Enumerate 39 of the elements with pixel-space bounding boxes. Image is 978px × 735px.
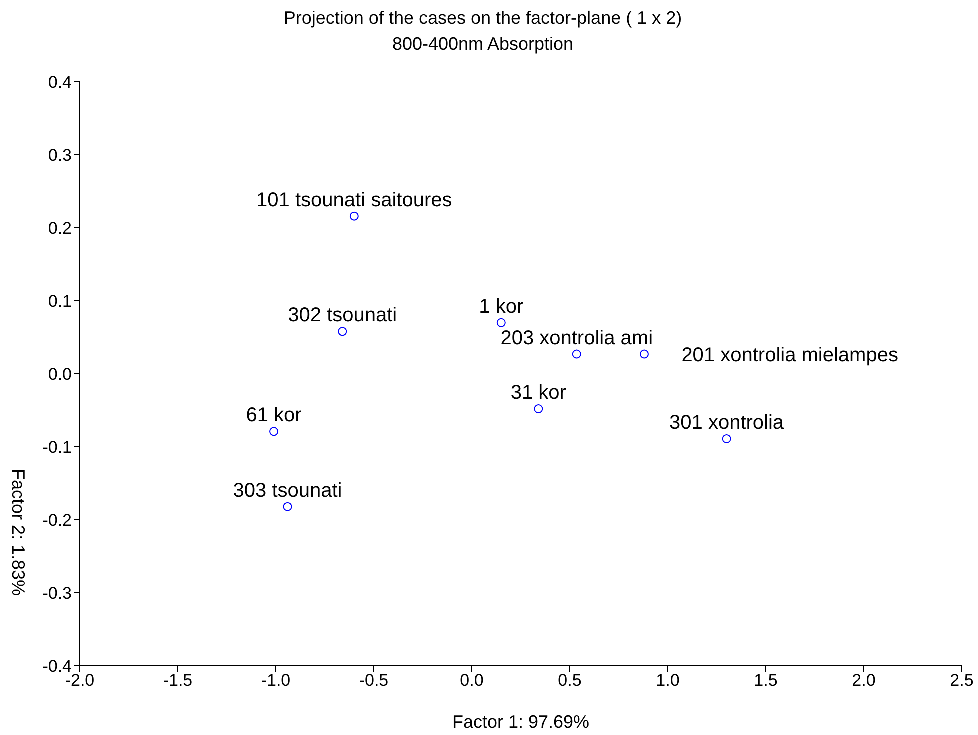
- annotation: 31 kor: [510, 382, 567, 404]
- point: [350, 212, 359, 221]
- annotation: 203 xontrolia ami: [500, 327, 654, 350]
- x-tick-label: 1.0: [656, 671, 680, 690]
- x-tick-label: 1.5: [754, 671, 778, 690]
- point: [640, 350, 649, 359]
- x-tick-label: 2.5: [950, 671, 974, 690]
- point: [534, 404, 544, 414]
- x-tick-label: -1.0: [261, 671, 291, 690]
- point: [496, 318, 506, 328]
- y-tick-label: 0.4: [48, 73, 72, 92]
- annotation: 301 xontrolia: [670, 412, 785, 434]
- point: [283, 502, 292, 512]
- y-tick-label: 0.3: [48, 146, 72, 166]
- point: [722, 434, 732, 444]
- point: [270, 427, 279, 436]
- y-axis-title: Factor 2: 1.83%: [8, 468, 28, 598]
- annotation: 302 tsounati: [288, 304, 398, 327]
- y-tick-label: 0.1: [48, 292, 72, 312]
- annotation: 201 xontrolia mielampes: [682, 344, 898, 366]
- y-tick-label: -0.2: [42, 511, 72, 530]
- y-tick-label: 0.0: [48, 365, 72, 384]
- x-tick-label: 0.0: [460, 671, 484, 690]
- x-tick-label: -1.5: [163, 671, 193, 690]
- x-tick-label: 2.0: [852, 671, 876, 690]
- x-tick-label: -0.5: [359, 671, 389, 690]
- annotation: 303 tsounati: [233, 480, 342, 502]
- point: [572, 350, 582, 359]
- chart-subtitle: 800-400nm Absorption: [391, 34, 575, 55]
- annotation: 1 kor: [479, 296, 524, 318]
- x-tick-label: 0.5: [558, 671, 582, 690]
- point: [338, 327, 348, 336]
- annotation: 61 kor: [246, 404, 302, 427]
- x-axis-title: Factor 1: 97.69%: [451, 712, 591, 733]
- annotation: 101 tsounati saitoures: [256, 189, 452, 212]
- y-tick-label: -0.1: [42, 438, 72, 458]
- y-tick-label: -0.3: [42, 584, 72, 604]
- y-tick-label: 0.2: [48, 219, 72, 238]
- chart-title: Projection of the cases on the factor-plane ( 1 x 2): [282, 8, 684, 29]
